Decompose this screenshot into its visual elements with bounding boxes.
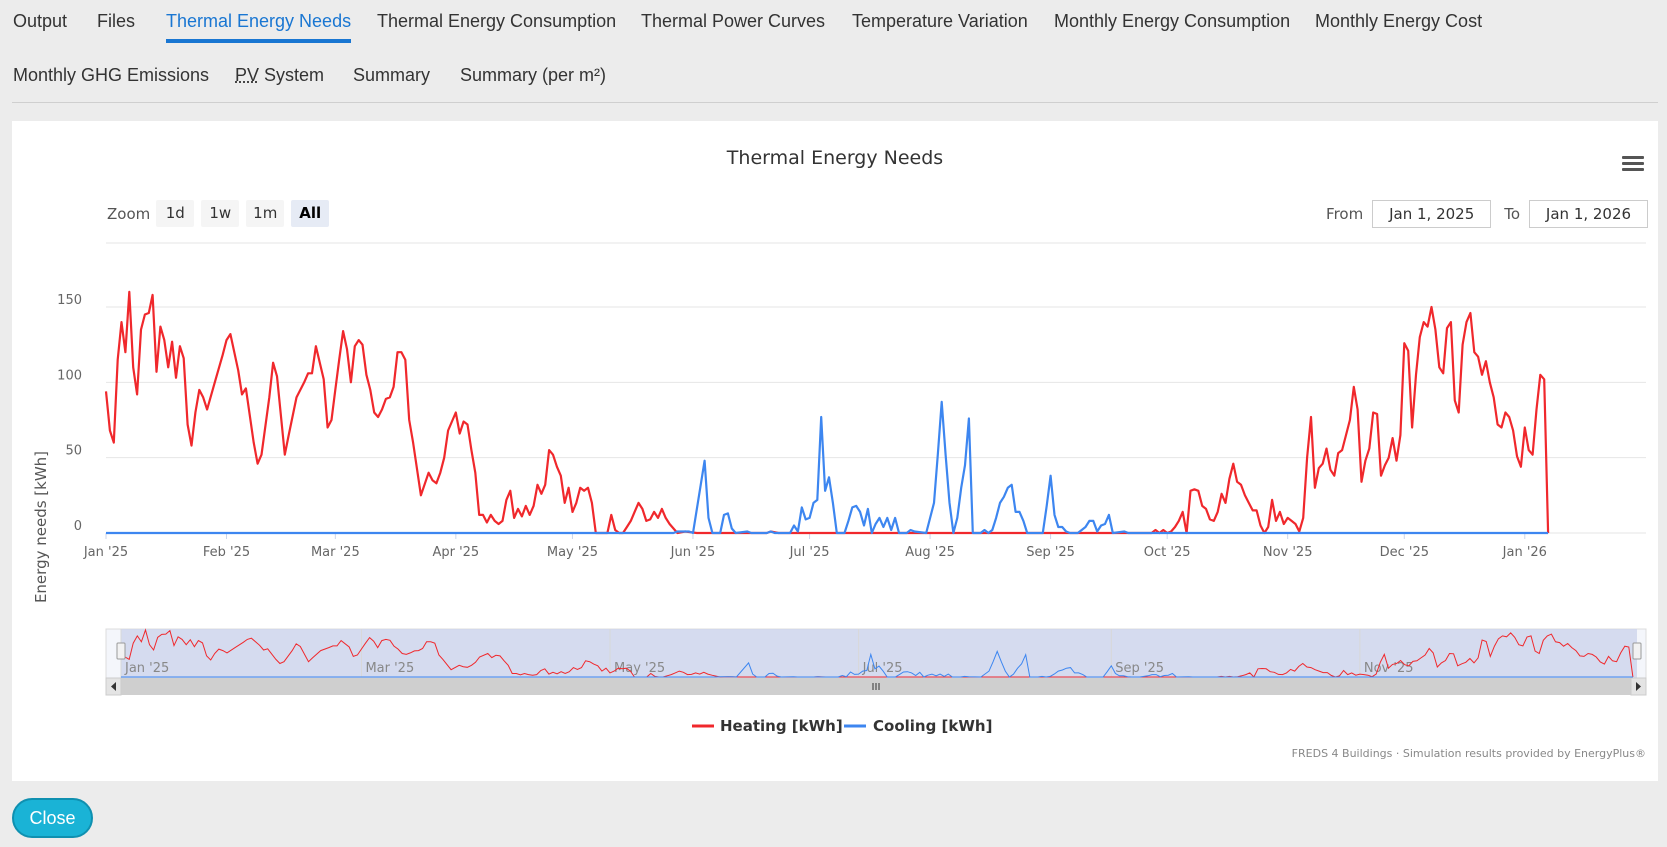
x-tick-label: May '25 (547, 545, 598, 560)
navigator-tick-label: Mar '25 (365, 661, 414, 676)
x-axis-ticks: Jan '25 Feb '25 Mar '25 Apr '25 May '25 Jun '… (83, 533, 1547, 560)
tab-summary-per-m2[interactable]: Summary (per m²) (460, 65, 607, 85)
x-tick-label: Jan '26 (1502, 545, 1547, 560)
navigator-left-handle[interactable] (116, 642, 126, 660)
chart-panel: Thermal Energy Needs Zoom 1d 1w 1m All F… (12, 121, 1658, 781)
zoom-controls: Zoom 1d 1w 1m All (107, 200, 336, 227)
x-tick-label: Mar '25 (311, 545, 360, 560)
tab-divider (12, 102, 1658, 103)
navigator-series-line (121, 650, 1633, 678)
zoom-1d-button[interactable]: 1d (156, 200, 195, 227)
y-axis-ticks: 0 50 100 150 (57, 293, 82, 534)
chart-menu-icon[interactable] (1622, 153, 1644, 173)
x-tick-label: Jun '25 (670, 545, 716, 560)
zoom-all-button[interactable]: All (291, 200, 330, 227)
navigator-series (120, 628, 1634, 678)
x-tick-label: Sep '25 (1026, 545, 1075, 560)
x-tick-label: Feb '25 (203, 545, 250, 560)
y-tick-label: 0 (74, 519, 82, 534)
y-tick-label: 100 (57, 368, 82, 383)
tab-pv-system-label: System (259, 65, 325, 85)
tab-thermal-energy-consumption[interactable]: Thermal Energy Consumption (377, 11, 617, 31)
x-tick-label: Aug '25 (905, 545, 955, 560)
x-tick-label: Jul '25 (789, 545, 830, 560)
close-button[interactable]: Close (12, 798, 93, 838)
thermal-energy-chart: 0 50 100 150 Energy needs [kWh] Jan '25 Feb … (32, 242, 1647, 760)
tab-output[interactable]: Output (13, 11, 68, 31)
zoom-label: Zoom (107, 204, 151, 223)
y-tick-label: 50 (65, 444, 82, 459)
navigator-tick-label: Jan '25 (124, 661, 169, 676)
tab-summary[interactable]: Summary (353, 65, 431, 85)
chart-title: Thermal Energy Needs (726, 147, 944, 169)
tab-pv-system[interactable]: PV System (235, 65, 324, 86)
series-line[interactable] (106, 400, 1549, 535)
pv-abbreviation: PV (235, 65, 260, 85)
tab-temperature-variation[interactable]: Temperature Variation (852, 11, 1028, 31)
legend-cooling-label[interactable]: Cooling [kWh] (873, 717, 992, 735)
from-label: From (1326, 205, 1364, 223)
zoom-1m-button[interactable]: 1m (246, 200, 285, 227)
y-tick-label: 150 (57, 293, 82, 308)
series-line[interactable] (104, 290, 1550, 535)
scroll-left-icon (111, 682, 116, 691)
x-tick-label: Dec '25 (1380, 545, 1429, 560)
x-tick-label: Nov '25 (1263, 545, 1313, 560)
grid-lines (106, 306, 1646, 534)
y-axis-label: Energy needs [kWh] (32, 451, 50, 603)
x-tick-label: Jan '25 (83, 545, 128, 560)
tab-thermal-power-curves[interactable]: Thermal Power Curves (641, 11, 826, 31)
x-tick-label: Oct '25 (1144, 545, 1191, 560)
date-range: From To (1326, 200, 1648, 228)
legend-heating-label[interactable]: Heating [kWh] (720, 717, 843, 735)
x-tick-label: Apr '25 (432, 545, 479, 560)
navigator-tick-label: Sep '25 (1115, 661, 1164, 676)
tab-files[interactable]: Files (97, 11, 136, 31)
tab-monthly-energy-consumption[interactable]: Monthly Energy Consumption (1054, 11, 1291, 31)
navigator-tick-label: Jul '25 (862, 661, 903, 676)
scroll-right-icon (1636, 682, 1641, 691)
tab-thermal-energy-needs[interactable]: Thermal Energy Needs (166, 11, 352, 43)
navigator-right-handle[interactable] (1632, 642, 1642, 660)
navigator-series-line (120, 628, 1634, 678)
to-date-input[interactable] (1529, 200, 1648, 228)
series-lines (104, 290, 1550, 535)
from-date-input[interactable] (1372, 200, 1492, 228)
scrollbar-grip-icon (872, 683, 880, 690)
tab-monthly-ghg-emissions[interactable]: Monthly GHG Emissions (13, 65, 210, 85)
navigator-tick-label: May '25 (614, 661, 665, 676)
tab-monthly-energy-cost[interactable]: Monthly Energy Cost (1315, 11, 1483, 31)
zoom-1w-button[interactable]: 1w (201, 200, 240, 227)
chart-credits[interactable]: FREDS 4 Buildings · Simulation results p… (1292, 747, 1646, 760)
to-label: To (1504, 205, 1520, 223)
